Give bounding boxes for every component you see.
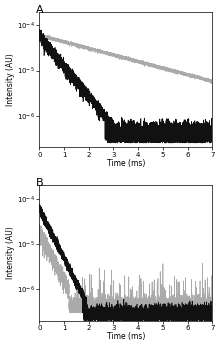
Text: B: B [36,178,44,188]
Text: A: A [36,5,44,15]
Y-axis label: Intensity (AU): Intensity (AU) [6,227,15,279]
Y-axis label: Intensity (AU): Intensity (AU) [6,53,15,106]
X-axis label: Time (ms): Time (ms) [107,332,145,341]
X-axis label: Time (ms): Time (ms) [107,159,145,168]
